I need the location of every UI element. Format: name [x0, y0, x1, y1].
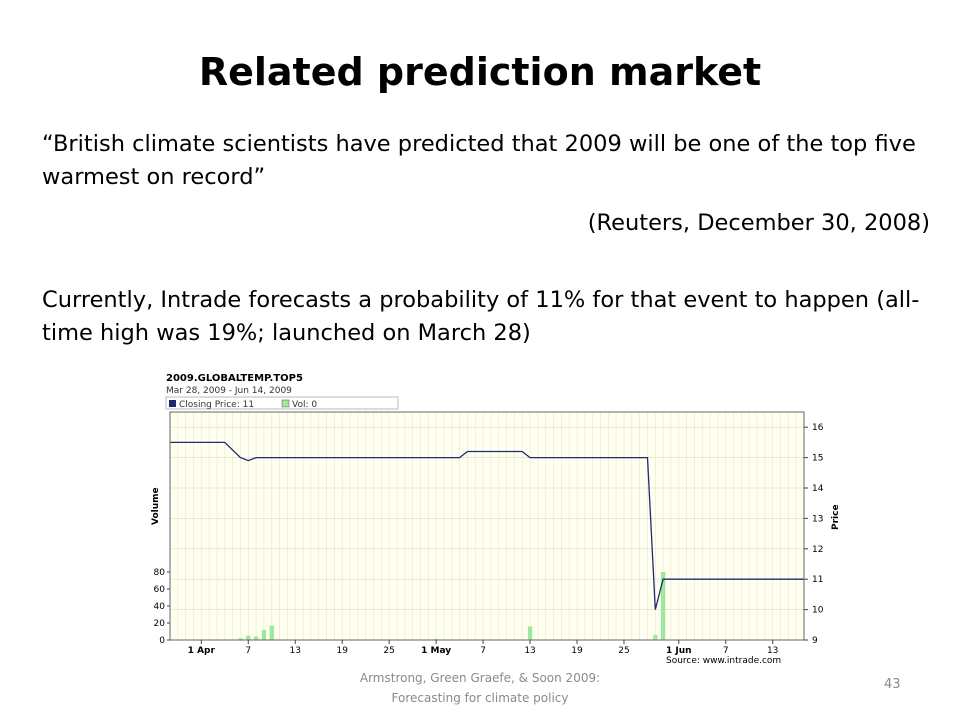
slide-footer: Armstrong, Green Graefe, & Soon 2009: Fo…	[330, 668, 630, 708]
forecast-paragraph: Currently, Intrade forecasts a probabili…	[42, 287, 920, 346]
volume-bar	[269, 625, 274, 640]
date-tick-label: 1 Jun	[666, 646, 692, 656]
date-tick-label: 1 Apr	[188, 646, 216, 656]
chart-grid	[169, 412, 805, 641]
volume-axis-label: Volume	[151, 487, 161, 525]
chart-title: 2009.GLOBALTEMP.TOP5	[166, 373, 303, 384]
volume-tick-label: 80	[154, 568, 166, 578]
price-tick-label: 12	[812, 545, 823, 555]
quote-text: “British climate scientists have predict…	[42, 131, 916, 190]
quote-source: (Reuters, December 30, 2008)	[587, 210, 930, 236]
plot-frame	[169, 411, 805, 641]
price-axis: 9 10 11 12 13 14 15 16	[804, 423, 824, 646]
date-axis: 1 Apr 7 13 19 25 1 May 7 13 19 25 1 Jun 7 13	[188, 640, 778, 656]
footer-line-2: Forecasting for climate policy	[391, 691, 569, 705]
slide-title: Related prediction market	[198, 50, 762, 94]
volume-tick-label: 20	[154, 619, 166, 629]
price-line	[170, 441, 804, 610]
chart-legend: Closing Price: 11 Vol: 0	[165, 396, 399, 410]
volume-bar	[253, 636, 259, 640]
date-tick-label: 7	[480, 646, 486, 656]
chart-subtitle: Mar 28, 2009 - Jun 14, 2009	[166, 386, 292, 396]
date-tick-label: 13	[767, 646, 778, 656]
volume-tick-label: 0	[159, 636, 165, 646]
date-tick-label: 13	[524, 646, 535, 656]
legend-price: Closing Price: 11	[179, 400, 254, 410]
volume-bar	[653, 634, 658, 640]
date-tick-label: 25	[383, 646, 394, 656]
plot-area	[170, 412, 804, 640]
volume-bar	[246, 635, 251, 640]
price-tick-label: 14	[812, 484, 824, 494]
volume-bar	[261, 629, 267, 640]
date-tick-label: 19	[571, 646, 583, 656]
price-tick-label: 13	[812, 514, 823, 524]
date-tick-label: 7	[245, 646, 251, 656]
footer-line-1: Armstrong, Green Graefe, & Soon 2009:	[359, 671, 601, 685]
price-tick-label: 9	[812, 636, 818, 646]
legend-swatch-price	[169, 400, 176, 407]
price-tick-label: 11	[812, 575, 823, 585]
volume-tick-label: 40	[154, 602, 166, 612]
intrade-chart: 2009.GLOBALTEMP.TOP5 Mar 28, 2009 - Jun …	[148, 370, 843, 670]
date-tick-label: 25	[618, 646, 629, 656]
chart-source: Source: www.intrade.com	[666, 656, 781, 666]
price-tick-label: 15	[812, 454, 823, 464]
volume-bar	[660, 572, 666, 640]
date-tick-label: 1 May	[421, 646, 451, 656]
volume-bar	[527, 626, 533, 640]
date-tick-label: 19	[336, 646, 348, 656]
volume-tick-label: 60	[154, 585, 166, 595]
page-number: 43	[884, 677, 901, 692]
price-axis-label: Price	[831, 504, 841, 530]
price-tick-label: 10	[812, 606, 824, 616]
legend-swatch-volume	[281, 399, 290, 408]
volume-axis: 0 20 40 60 80	[154, 568, 170, 646]
price-tick-label: 16	[812, 423, 824, 433]
date-tick-label: 7	[723, 646, 729, 656]
volume-bar	[238, 638, 243, 640]
legend-volume: Vol: 0	[292, 400, 317, 410]
date-tick-label: 13	[290, 646, 301, 656]
